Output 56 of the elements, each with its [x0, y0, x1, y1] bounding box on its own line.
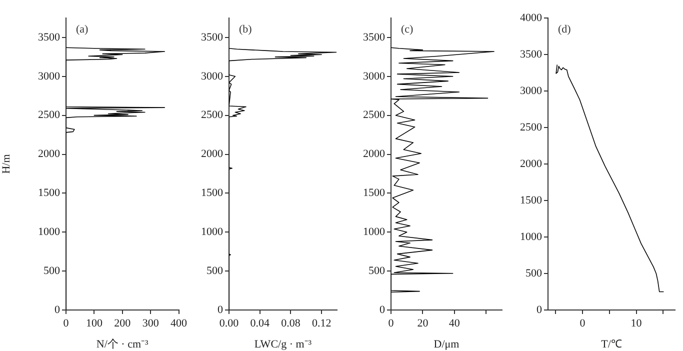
y-tick-label: 2000: [520, 158, 542, 170]
x-tick-label: 0: [388, 317, 394, 330]
x-tick-label: 300: [142, 317, 160, 330]
annotation: (a): [76, 23, 89, 36]
y-tick-label: 3500: [363, 31, 386, 44]
x-axis-title: T/℃: [601, 338, 622, 350]
x-axis-title: D/μm: [434, 338, 460, 350]
x-tick-label: 0.04: [250, 317, 270, 330]
y-tick-label: 500: [206, 264, 224, 277]
x-tick-label: 400: [170, 317, 188, 330]
x-tick-label: 40: [448, 317, 460, 330]
y-tick-label: 1000: [38, 226, 60, 238]
y-tick-label: 1000: [201, 226, 224, 238]
x-tick-label: 0.00: [219, 317, 240, 330]
y-tick-label: 3000: [201, 70, 224, 82]
x-tick-label: 0: [63, 317, 70, 330]
y-axis-title: H/m: [0, 154, 12, 174]
y-tick-label: 2000: [201, 148, 224, 160]
y-tick-label: 3000: [363, 70, 386, 82]
x-tick-label: 0.08: [281, 317, 301, 330]
y-tick-label: 500: [526, 267, 542, 280]
x-tick-label: 10: [630, 317, 642, 330]
y-tick-label: 3500: [520, 48, 542, 60]
y-tick-label: 1500: [363, 187, 386, 200]
y-tick-label: 2000: [363, 148, 386, 160]
y-tick-label: 0: [218, 304, 224, 316]
y-tick-label: 1500: [38, 187, 60, 200]
y-tick-label: 3500: [38, 31, 60, 44]
y-tick-label: 1000: [363, 226, 386, 238]
x-tick-label: 0.12: [312, 317, 332, 330]
x-tick-label: 0: [580, 317, 586, 330]
x-axis-title: LWC/g · m⁻³: [254, 338, 312, 350]
y-tick-label: 1500: [520, 194, 542, 206]
y-tick-label: 3500: [201, 31, 224, 44]
y-tick-label: 2500: [38, 109, 60, 122]
annotation: (d): [558, 23, 572, 36]
y-tick-label: 3000: [38, 70, 60, 82]
y-tick-label: 2500: [201, 109, 224, 122]
x-tick-label: 200: [114, 317, 132, 330]
y-tick-label: 500: [368, 264, 386, 277]
y-tick-label: 0: [54, 304, 60, 316]
annotation: (c): [401, 23, 414, 36]
y-tick-label: 500: [44, 264, 60, 277]
y-tick-label: 1000: [520, 230, 542, 243]
x-tick-label: 100: [86, 317, 103, 330]
y-tick-label: 2500: [520, 121, 542, 134]
y-tick-label: 0: [536, 304, 542, 316]
y-tick-label: 2500: [363, 109, 386, 122]
y-tick-label: 4000: [520, 12, 542, 24]
x-axis-title: N/个 · cm⁻³: [96, 338, 150, 350]
y-tick-label: 1500: [201, 187, 224, 200]
annotation: (b): [239, 23, 252, 36]
y-tick-label: 2000: [38, 148, 60, 160]
y-tick-label: 3000: [520, 84, 542, 97]
x-tick-label: 20: [417, 317, 429, 330]
y-tick-label: 0: [380, 304, 386, 316]
